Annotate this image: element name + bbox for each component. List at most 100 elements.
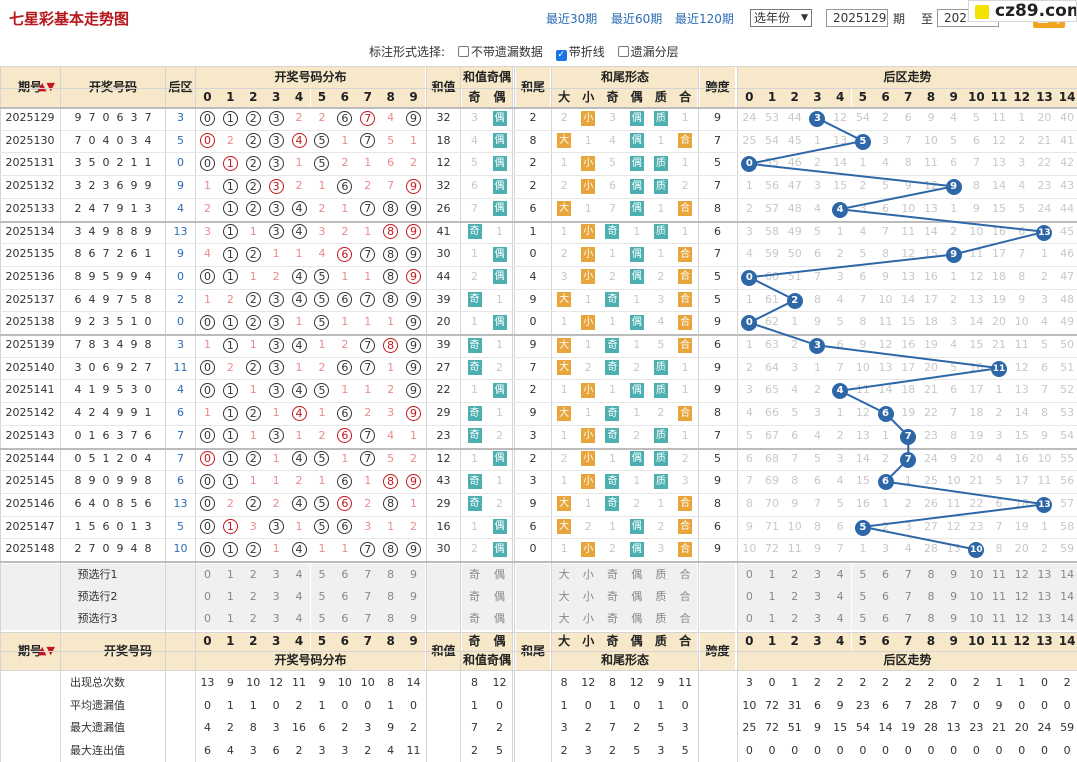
preselect-back-cell[interactable]: 2: [783, 608, 807, 630]
preselect-form-cell[interactable]: 合: [673, 564, 698, 586]
preselect-dist-cell[interactable]: 3: [264, 608, 288, 630]
preselect-back-cell[interactable]: 5: [851, 586, 875, 608]
preselect-back-cell[interactable]: 10: [965, 564, 988, 586]
preselect-dist-cell[interactable]: 1: [218, 608, 242, 630]
preselect-dist-cell[interactable]: 6: [333, 608, 357, 630]
preselect-dist-cell[interactable]: 9: [402, 564, 425, 586]
preselect-row-label[interactable]: 预选行1: [0, 564, 195, 586]
preselect-dist-cell[interactable]: 7: [356, 586, 380, 608]
preselect-back-cell[interactable]: 12: [1010, 608, 1034, 630]
preselect-dist-cell[interactable]: 2: [241, 586, 265, 608]
preselect-back-cell[interactable]: 0: [738, 564, 761, 586]
preselect-back-cell[interactable]: 3: [806, 586, 829, 608]
preselect-form-cell[interactable]: 质: [648, 564, 673, 586]
preselect-dist-cell[interactable]: 0: [196, 608, 219, 630]
preselect-form-cell[interactable]: 合: [673, 586, 698, 608]
preselect-back-cell[interactable]: 8: [919, 564, 943, 586]
sort-icon[interactable]: ▲▼: [38, 80, 55, 93]
preselect-dist-cell[interactable]: 9: [402, 586, 425, 608]
preselect-dist-cell[interactable]: 8: [379, 586, 403, 608]
preselect-dist-cell[interactable]: 8: [379, 608, 403, 630]
preselect-back-cell[interactable]: 13: [1033, 586, 1056, 608]
preselect-back-cell[interactable]: 13: [1033, 564, 1056, 586]
preselect-back-cell[interactable]: 5: [851, 608, 875, 630]
preselect-dist-cell[interactable]: 1: [218, 564, 242, 586]
preselect-back-cell[interactable]: 4: [828, 608, 852, 630]
preselect-row-label[interactable]: 预选行3: [0, 608, 195, 630]
option-line-checkbox[interactable]: ✓: [555, 50, 567, 61]
preselect-dist-cell[interactable]: 4: [287, 608, 311, 630]
preselect-form-cell[interactable]: 偶: [624, 586, 649, 608]
preselect-form-cell[interactable]: 偶: [624, 608, 649, 630]
preselect-back-cell[interactable]: 9: [942, 586, 965, 608]
preselect-dist-cell[interactable]: 2: [241, 608, 265, 630]
preselect-dist-cell[interactable]: 0: [196, 586, 219, 608]
preselect-row-label[interactable]: 预选行2: [0, 586, 195, 608]
preselect-form-cell[interactable]: 小: [576, 564, 601, 586]
preselect-back-cell[interactable]: 2: [783, 586, 807, 608]
link-recent-60[interactable]: 最近60期: [611, 12, 663, 26]
preselect-dist-cell[interactable]: 8: [379, 564, 403, 586]
preselect-dist-cell[interactable]: 2: [241, 564, 265, 586]
link-recent-120[interactable]: 最近120期: [675, 12, 734, 26]
preselect-back-cell[interactable]: 6: [874, 586, 897, 608]
preselect-form-cell[interactable]: 质: [648, 608, 673, 630]
preselect-back-cell[interactable]: 14: [1055, 564, 1077, 586]
preselect-dist-cell[interactable]: 6: [333, 586, 357, 608]
preselect-back-cell[interactable]: 8: [919, 586, 943, 608]
preselect-back-cell[interactable]: 9: [942, 564, 965, 586]
preselect-back-cell[interactable]: 14: [1055, 608, 1077, 630]
preselect-odd-cell[interactable]: 奇: [462, 586, 487, 608]
preselect-back-cell[interactable]: 1: [760, 586, 784, 608]
preselect-dist-cell[interactable]: 5: [310, 608, 334, 630]
sort-icon[interactable]: ▲▼: [38, 644, 55, 657]
preselect-odd-cell[interactable]: 奇: [462, 564, 487, 586]
preselect-back-cell[interactable]: 0: [738, 608, 761, 630]
preselect-even-cell[interactable]: 偶: [487, 564, 512, 586]
preselect-back-cell[interactable]: 3: [806, 608, 829, 630]
preselect-back-cell[interactable]: 9: [942, 608, 965, 630]
preselect-dist-cell[interactable]: 9: [402, 608, 425, 630]
preselect-back-cell[interactable]: 2: [783, 564, 807, 586]
preselect-back-cell[interactable]: 12: [1010, 586, 1034, 608]
preselect-form-cell[interactable]: 质: [648, 586, 673, 608]
link-recent-30[interactable]: 最近30期: [546, 12, 598, 26]
preselect-odd-cell[interactable]: 奇: [462, 608, 487, 630]
preselect-back-cell[interactable]: 0: [738, 586, 761, 608]
preselect-dist-cell[interactable]: 5: [310, 586, 334, 608]
preselect-back-cell[interactable]: 10: [965, 608, 988, 630]
option-no-miss-checkbox[interactable]: [457, 46, 469, 57]
col-period-header[interactable]: 期号: [0, 67, 60, 107]
preselect-back-cell[interactable]: 11: [987, 586, 1011, 608]
preselect-dist-cell[interactable]: 1: [218, 586, 242, 608]
preselect-back-cell[interactable]: 6: [874, 608, 897, 630]
preselect-back-cell[interactable]: 13: [1033, 608, 1056, 630]
preselect-dist-cell[interactable]: 7: [356, 564, 380, 586]
preselect-form-cell[interactable]: 大: [552, 586, 577, 608]
preselect-back-cell[interactable]: 7: [896, 586, 920, 608]
preselect-dist-cell[interactable]: 3: [264, 564, 288, 586]
preselect-dist-cell[interactable]: 5: [310, 564, 334, 586]
preselect-dist-cell[interactable]: 3: [264, 586, 288, 608]
preselect-form-cell[interactable]: 大: [552, 608, 577, 630]
preselect-back-cell[interactable]: 6: [874, 564, 897, 586]
preselect-back-cell[interactable]: 12: [1010, 564, 1034, 586]
preselect-form-cell[interactable]: 大: [552, 564, 577, 586]
preselect-back-cell[interactable]: 7: [896, 608, 920, 630]
preselect-back-cell[interactable]: 3: [806, 564, 829, 586]
preselect-back-cell[interactable]: 1: [760, 608, 784, 630]
preselect-dist-cell[interactable]: 7: [356, 608, 380, 630]
preselect-back-cell[interactable]: 11: [987, 564, 1011, 586]
preselect-form-cell[interactable]: 偶: [624, 564, 649, 586]
preselect-back-cell[interactable]: 4: [828, 586, 852, 608]
year-select[interactable]: 选年份 ▼: [750, 9, 812, 27]
preselect-form-cell[interactable]: 奇: [600, 608, 625, 630]
preselect-form-cell[interactable]: 合: [673, 608, 698, 630]
preselect-dist-cell[interactable]: 0: [196, 564, 219, 586]
preselect-even-cell[interactable]: 偶: [487, 586, 512, 608]
preselect-form-cell[interactable]: 奇: [600, 586, 625, 608]
preselect-dist-cell[interactable]: 4: [287, 564, 311, 586]
preselect-back-cell[interactable]: 8: [919, 608, 943, 630]
preselect-back-cell[interactable]: 10: [965, 586, 988, 608]
start-period-input[interactable]: 2025129: [826, 9, 888, 27]
